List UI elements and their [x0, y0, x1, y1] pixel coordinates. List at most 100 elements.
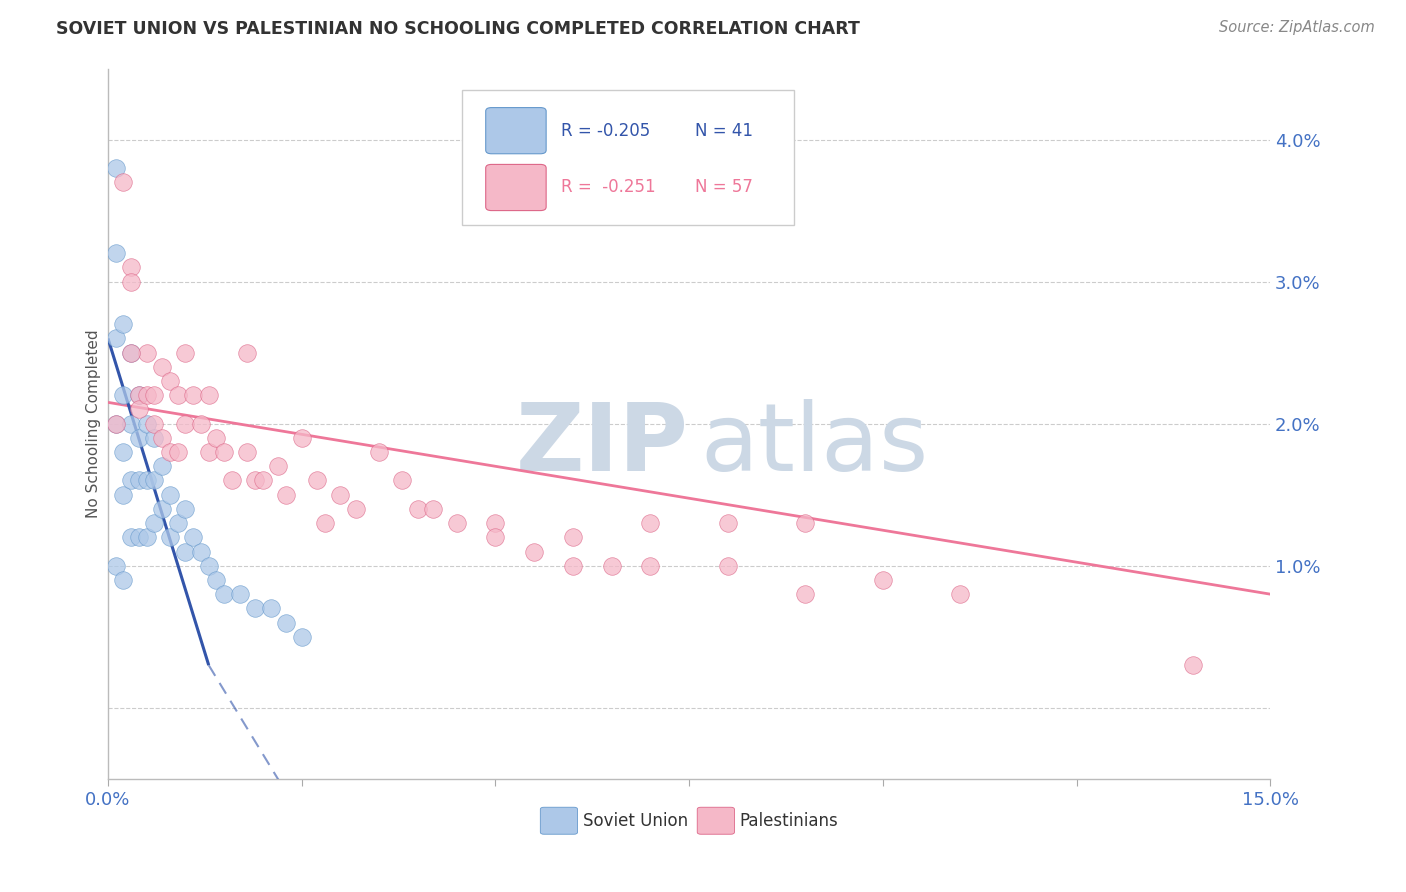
- Point: [159, 488, 181, 502]
- Point: [159, 374, 181, 388]
- Point: [104, 558, 127, 573]
- Point: [245, 601, 267, 615]
- Point: [190, 417, 212, 431]
- Point: [150, 502, 173, 516]
- FancyBboxPatch shape: [485, 164, 546, 211]
- Point: [484, 530, 506, 544]
- Point: [561, 558, 583, 573]
- Point: [120, 345, 142, 359]
- Point: [120, 260, 142, 275]
- Point: [112, 317, 135, 331]
- Point: [245, 474, 267, 488]
- Point: [135, 345, 157, 359]
- Point: [252, 474, 274, 488]
- Point: [640, 558, 662, 573]
- Point: [104, 417, 127, 431]
- Point: [143, 516, 166, 530]
- Text: N = 41: N = 41: [695, 121, 752, 140]
- Text: Source: ZipAtlas.com: Source: ZipAtlas.com: [1219, 20, 1375, 35]
- Point: [143, 388, 166, 402]
- Point: [128, 530, 150, 544]
- Point: [174, 544, 197, 558]
- Point: [446, 516, 468, 530]
- Point: [314, 516, 336, 530]
- Text: N = 57: N = 57: [695, 178, 752, 196]
- Point: [150, 459, 173, 474]
- Point: [143, 417, 166, 431]
- Point: [422, 502, 444, 516]
- Point: [166, 516, 188, 530]
- Point: [344, 502, 367, 516]
- Point: [120, 474, 142, 488]
- Point: [197, 388, 219, 402]
- Point: [112, 573, 135, 587]
- Point: [329, 488, 352, 502]
- Point: [166, 388, 188, 402]
- Point: [190, 544, 212, 558]
- Point: [1181, 658, 1204, 673]
- Point: [112, 175, 135, 189]
- Text: atlas: atlas: [700, 399, 929, 491]
- Text: ZIP: ZIP: [516, 399, 689, 491]
- Point: [128, 388, 150, 402]
- Point: [174, 502, 197, 516]
- Point: [291, 630, 314, 644]
- Point: [159, 530, 181, 544]
- Point: [197, 445, 219, 459]
- Point: [112, 388, 135, 402]
- Text: R =  -0.251: R = -0.251: [561, 178, 655, 196]
- Text: Palestinians: Palestinians: [740, 812, 838, 830]
- Point: [291, 431, 314, 445]
- Point: [112, 488, 135, 502]
- FancyBboxPatch shape: [540, 807, 578, 834]
- Point: [406, 502, 429, 516]
- Point: [205, 573, 228, 587]
- Point: [236, 345, 259, 359]
- Point: [600, 558, 623, 573]
- Point: [120, 345, 142, 359]
- Point: [120, 417, 142, 431]
- Point: [197, 558, 219, 573]
- Point: [120, 530, 142, 544]
- Text: Soviet Union: Soviet Union: [583, 812, 689, 830]
- Point: [640, 516, 662, 530]
- Point: [143, 431, 166, 445]
- Point: [561, 530, 583, 544]
- Point: [872, 573, 894, 587]
- Point: [181, 530, 204, 544]
- Point: [794, 587, 817, 601]
- FancyBboxPatch shape: [463, 90, 794, 225]
- Point: [794, 516, 817, 530]
- Point: [484, 516, 506, 530]
- Point: [159, 445, 181, 459]
- Point: [949, 587, 972, 601]
- Point: [236, 445, 259, 459]
- Point: [150, 431, 173, 445]
- Point: [143, 474, 166, 488]
- Point: [212, 445, 235, 459]
- Point: [112, 445, 135, 459]
- Point: [128, 431, 150, 445]
- Point: [523, 544, 546, 558]
- Point: [174, 345, 197, 359]
- Text: R = -0.205: R = -0.205: [561, 121, 651, 140]
- Point: [104, 331, 127, 345]
- Point: [368, 445, 391, 459]
- Point: [120, 275, 142, 289]
- Point: [205, 431, 228, 445]
- Point: [135, 474, 157, 488]
- Point: [717, 558, 740, 573]
- Point: [228, 587, 250, 601]
- Point: [267, 459, 290, 474]
- Point: [276, 615, 298, 630]
- Point: [150, 359, 173, 374]
- Point: [717, 516, 740, 530]
- Point: [260, 601, 283, 615]
- Point: [104, 417, 127, 431]
- Point: [128, 474, 150, 488]
- Point: [221, 474, 243, 488]
- Text: SOVIET UNION VS PALESTINIAN NO SCHOOLING COMPLETED CORRELATION CHART: SOVIET UNION VS PALESTINIAN NO SCHOOLING…: [56, 20, 860, 37]
- Point: [276, 488, 298, 502]
- FancyBboxPatch shape: [485, 108, 546, 153]
- Point: [135, 530, 157, 544]
